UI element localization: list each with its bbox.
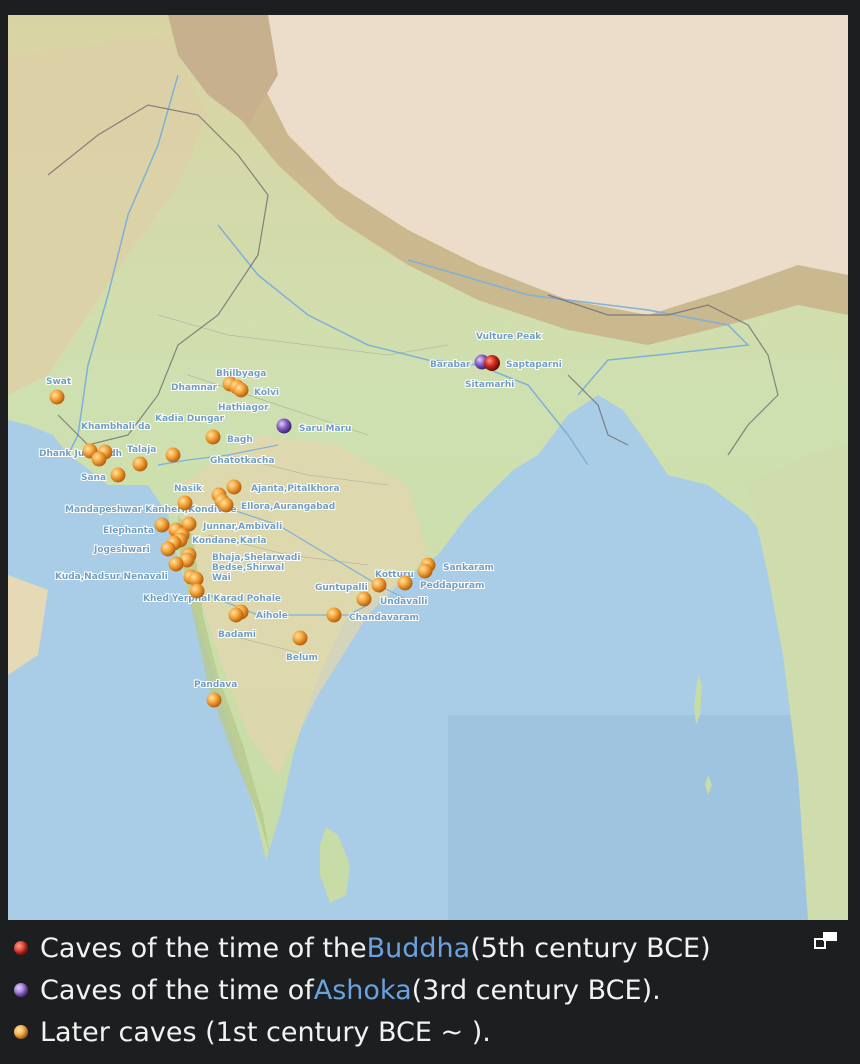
- sri-lanka: [320, 827, 350, 903]
- later-cave-marker[interactable]: [228, 607, 244, 623]
- legend-row-ashoka: Caves of the time of Ashoka (3rd century…: [14, 970, 661, 1010]
- later-cave-marker[interactable]: [226, 479, 242, 495]
- later-cave-marker[interactable]: [181, 516, 197, 532]
- label-ghatotkacha: Ghatotkacha: [210, 456, 275, 466]
- western-ghats: [178, 515, 270, 855]
- label-khambhalida: Khambhali da: [81, 422, 151, 432]
- label-barabar: Barabar: [430, 360, 471, 370]
- later-cave-marker[interactable]: [356, 591, 372, 607]
- label-kuda-nadsur: Kuda,Nadsur Nenavali: [55, 572, 168, 582]
- deccan-plateau: [178, 435, 428, 775]
- ashoka-link[interactable]: Ashoka: [313, 974, 412, 1006]
- label-sana: Sana: [81, 473, 106, 483]
- label-aihole: Aihole: [256, 611, 288, 621]
- label-elephanta: Elephanta: [103, 526, 154, 536]
- brahmaputra-river: [407, 259, 750, 396]
- later-cave-marker[interactable]: [165, 447, 181, 463]
- buddha-link[interactable]: Buddha: [366, 932, 471, 964]
- indochina-landmass: [748, 445, 848, 920]
- later-cave-marker[interactable]: [160, 541, 176, 557]
- label-jogeshwari: Jogeshwari: [93, 545, 150, 555]
- label-swat: Swat: [46, 377, 72, 387]
- later-cave-marker[interactable]: [371, 577, 387, 593]
- arabia-landmass: [8, 575, 48, 675]
- buddha-cave-marker[interactable]: [484, 355, 500, 371]
- label-kadia-dungar: Kadia Dungar: [155, 414, 225, 424]
- label-dhamnar: Dhamnar: [171, 383, 218, 393]
- label-bedse-shirwal: Bedse,Shirwal: [212, 563, 284, 573]
- later-cave-marker[interactable]: [177, 495, 193, 511]
- purple-dot-icon: [14, 983, 28, 997]
- legend-text: Caves of the time of: [40, 974, 314, 1006]
- later-cave-marker[interactable]: [397, 575, 413, 591]
- label-saptaparni: Saptaparni: [506, 360, 562, 370]
- label-vulture-peak: Vulture Peak: [476, 332, 542, 342]
- label-saru-maru: Saru Maru: [299, 424, 351, 434]
- tibet-plateau: [238, 15, 848, 315]
- cave-markers: [49, 354, 500, 708]
- legend-text: (3rd century BCE).: [411, 974, 661, 1006]
- legend-text: (5th century BCE): [470, 932, 711, 964]
- ganges-river: [217, 224, 589, 466]
- later-cave-marker[interactable]: [154, 517, 170, 533]
- western-highlands: [8, 35, 208, 395]
- label-junnar-ambivali: Junnar,Ambivali: [202, 522, 282, 532]
- himalaya-range: [233, 75, 848, 345]
- label-wai: Wai: [212, 573, 231, 583]
- label-sitamarhi: Sitamarhi: [465, 380, 514, 390]
- legend-text: Later caves (1st century BCE ~ ).: [40, 1016, 491, 1048]
- label-khed-yerphal: Khed Yerphal Karad Pohale: [143, 594, 281, 604]
- orange-dot-icon: [14, 1025, 28, 1039]
- later-cave-marker[interactable]: [132, 456, 148, 472]
- red-dot-icon: [14, 941, 28, 955]
- label-bhilbyaga: Bhilbyaga: [216, 369, 266, 379]
- label-sankaram: Sankaram: [443, 563, 494, 573]
- label-hathiagor: Hathiagor: [218, 403, 269, 413]
- later-cave-marker[interactable]: [206, 692, 222, 708]
- state-borders: [157, 314, 449, 656]
- later-cave-marker[interactable]: [188, 571, 204, 587]
- expand-icon[interactable]: [814, 930, 838, 950]
- label-ajanta-pitalkhora: Ajanta,Pitalkhora: [251, 484, 340, 494]
- karakoram-range: [168, 15, 278, 125]
- label-nasik: Nasik: [174, 484, 203, 494]
- later-cave-marker[interactable]: [91, 451, 107, 467]
- later-cave-marker[interactable]: [233, 382, 249, 398]
- label-peddapuram: Peddapuram: [420, 581, 484, 591]
- label-undavalli: Undavalli: [380, 597, 427, 607]
- later-cave-marker[interactable]: [189, 583, 205, 599]
- andaman-islands: [694, 675, 712, 795]
- later-cave-marker[interactable]: [218, 497, 234, 513]
- godavari-river: [217, 504, 409, 601]
- ashoka-cave-marker[interactable]: [276, 418, 292, 434]
- label-talaja: Talaja: [127, 445, 156, 455]
- later-cave-marker[interactable]: [49, 389, 65, 405]
- deep-sea-area: [448, 715, 848, 920]
- later-cave-marker[interactable]: [326, 607, 342, 623]
- country-borders: [47, 104, 779, 456]
- label-mandapeshwar-kanheri: Mandapeshwar Kanheri,Kondivite: [65, 505, 236, 515]
- later-cave-marker[interactable]: [168, 556, 184, 572]
- later-cave-marker[interactable]: [292, 630, 308, 646]
- later-cave-marker[interactable]: [110, 467, 126, 483]
- relief-map: Swat Khambhali da Kadia Dungar Talaja Dh…: [8, 15, 848, 920]
- label-ellora-aurangabad: Ellora,Aurangabad: [241, 502, 335, 512]
- map-labels: Swat Khambhali da Kadia Dungar Talaja Dh…: [38, 331, 563, 691]
- label-bhaja-shelarwadi: Bhaja,Shelarwadi: [212, 553, 300, 563]
- label-chandavaram: Chandavaram: [349, 613, 419, 623]
- legend-row-buddha: Caves of the time of the Buddha (5th cen…: [14, 928, 711, 968]
- later-cave-marker[interactable]: [417, 563, 433, 579]
- label-guntupalli: Guntupalli: [315, 583, 368, 593]
- label-pandava: Pandava: [194, 680, 237, 690]
- label-kondane-karla: Kondane,Karla: [192, 536, 267, 546]
- label-bagh: Bagh: [227, 435, 253, 445]
- label-belum: Belum: [286, 653, 318, 663]
- legend-text: Caves of the time of the: [40, 932, 367, 964]
- legend-row-later: Later caves (1st century BCE ~ ).: [14, 1012, 491, 1052]
- map-svg: Swat Khambhali da Kadia Dungar Talaja Dh…: [8, 15, 848, 920]
- later-cave-marker[interactable]: [205, 429, 221, 445]
- label-badami: Badami: [218, 630, 256, 640]
- label-kolvi: Kolvi: [254, 388, 279, 398]
